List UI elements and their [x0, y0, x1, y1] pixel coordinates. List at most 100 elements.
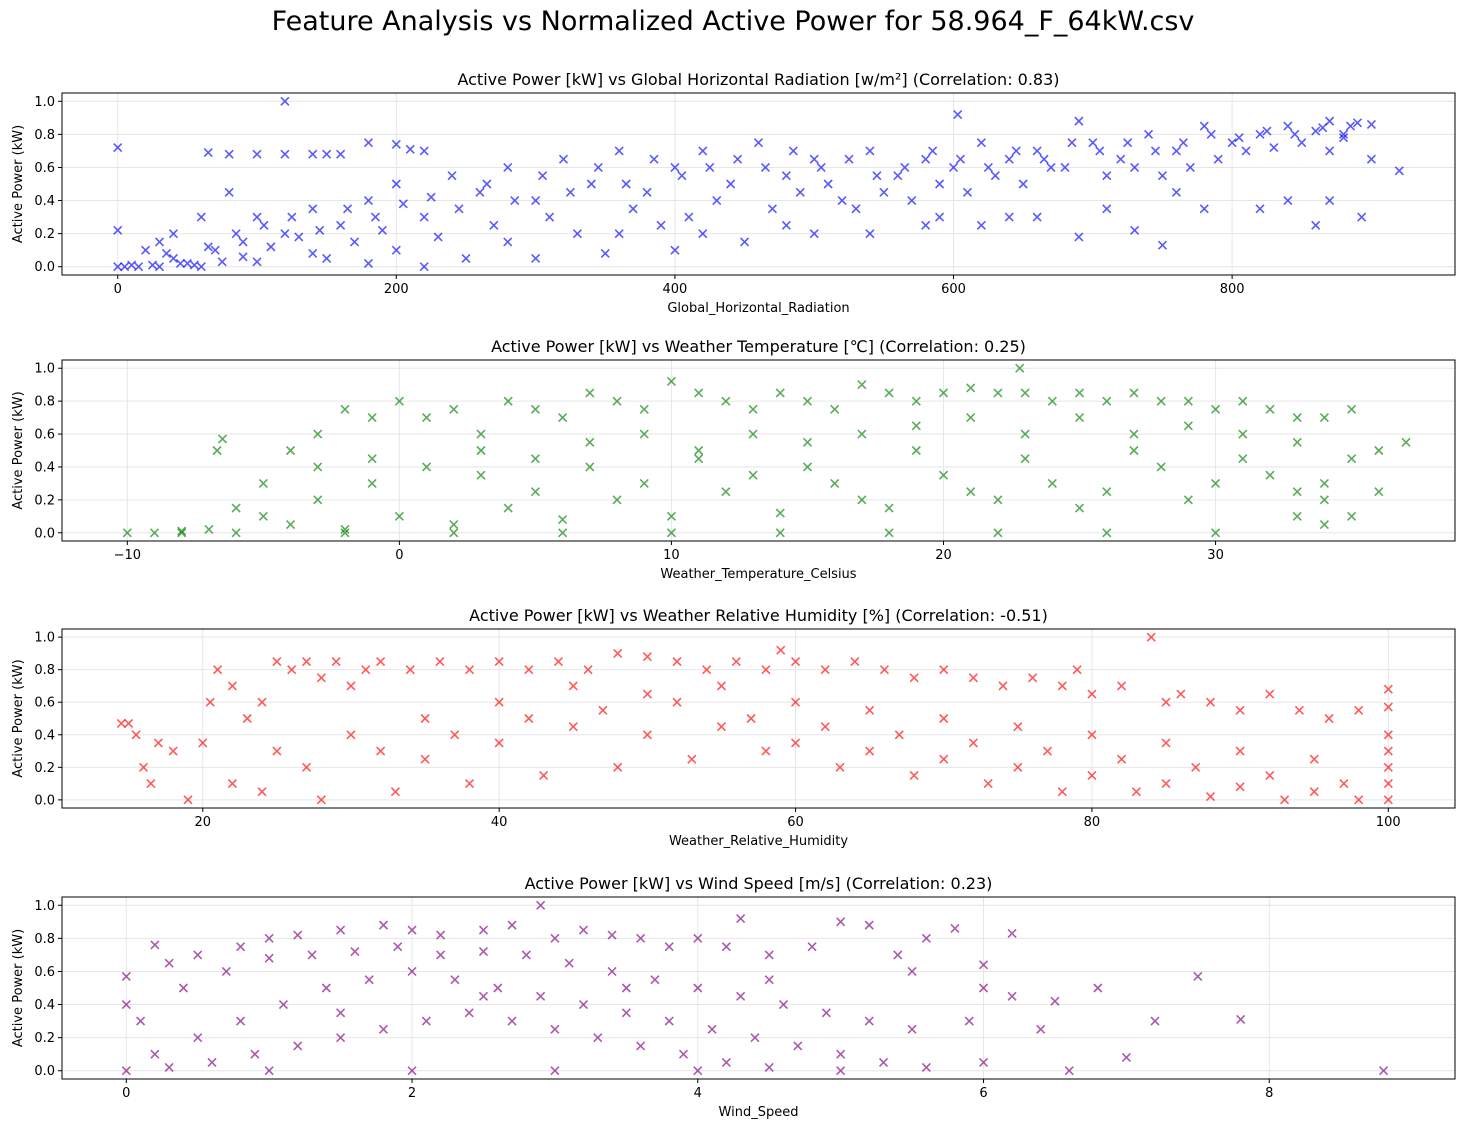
scatter-point: [962, 187, 973, 197]
scatter-point: [224, 149, 234, 159]
scatter-point: [716, 681, 727, 691]
scatter-point: [1206, 129, 1216, 139]
scatter-point: [363, 195, 374, 206]
scatter-point: [313, 462, 323, 472]
scatter-point: [1309, 787, 1319, 797]
scatter-point: [879, 187, 889, 197]
scatter-point: [966, 413, 976, 423]
scatter-point: [636, 933, 646, 943]
scatter-point: [420, 754, 430, 764]
scatter-point: [316, 673, 326, 683]
scatter-point: [1020, 454, 1030, 464]
scatter-point: [1129, 388, 1139, 398]
x-tick-label: 20: [195, 815, 212, 830]
scatter-point: [394, 396, 404, 406]
scatter-point: [1007, 928, 1017, 938]
scatter-point: [1255, 204, 1265, 214]
scatter-point: [1032, 146, 1042, 156]
scatter-point: [837, 195, 847, 206]
scatter-point: [1191, 762, 1201, 772]
scatter-point: [835, 762, 845, 772]
x-axis-label: Weather_Relative_Humidity: [669, 834, 848, 849]
scatter-point: [252, 149, 262, 159]
scatter-point: [1116, 154, 1126, 164]
x-tick-label: 0: [395, 548, 403, 563]
scatter-point: [1357, 212, 1367, 222]
scatter-point: [909, 770, 919, 781]
scatter-point: [1074, 116, 1084, 126]
scatter-point: [939, 754, 949, 764]
scatter-point: [301, 762, 312, 772]
scatter-point: [342, 204, 353, 214]
scatter-point: [1161, 697, 1171, 707]
y-tick-label: 0.6: [34, 696, 55, 711]
scatter-point: [781, 220, 791, 230]
scatter-point: [207, 1057, 217, 1068]
scatter-point: [693, 933, 703, 943]
scatter-point: [503, 237, 513, 247]
scatter-point: [494, 738, 504, 748]
scatter-point: [613, 762, 623, 772]
scatter-point: [1205, 792, 1216, 802]
scatter-point: [258, 511, 268, 521]
scatter-point: [712, 195, 722, 206]
scatter-point: [242, 713, 252, 724]
scatter-point: [761, 665, 771, 675]
scatter-point: [493, 983, 503, 993]
scatter-point: [252, 257, 262, 267]
scatter-point: [593, 1033, 603, 1043]
scatter-point: [836, 1049, 846, 1059]
scatter-point: [390, 787, 400, 797]
x-tick-label: 10: [663, 548, 680, 563]
scatter-point: [213, 665, 223, 675]
subplot-3: 20 40 60 80 100 0.0 0.2 0.4 0.6 0.8 1.0 Active Powe…: [11, 606, 1456, 849]
scatter-point: [178, 983, 189, 993]
y-tick-label: 0.4: [34, 194, 55, 209]
scatter-point: [264, 933, 274, 943]
scatter-point: [340, 524, 350, 535]
y-tick-label: 0.6: [34, 161, 55, 176]
scatter-point: [893, 950, 903, 960]
scatter-point: [1117, 681, 1127, 691]
scatter-point: [531, 253, 541, 264]
scatter-point: [193, 950, 203, 960]
scatter-point: [585, 462, 595, 472]
scatter-point: [308, 248, 318, 259]
scatter-point: [280, 96, 290, 106]
scatter-point: [1039, 154, 1049, 164]
scatter-point: [677, 171, 687, 181]
scatter-point: [378, 1024, 389, 1034]
scatter-point: [150, 1049, 160, 1059]
scatter-point: [830, 404, 840, 414]
scatter-point: [544, 212, 555, 222]
scatter-point: [1004, 154, 1014, 164]
scatter-point: [900, 162, 910, 173]
scatter-series: [122, 363, 1411, 538]
y-tick-label: 0.2: [34, 493, 55, 508]
scatter-point: [1238, 396, 1248, 406]
scatter-point: [336, 149, 346, 159]
scatter-point: [1117, 754, 1127, 764]
scatter-point: [612, 396, 622, 406]
scatter-point: [672, 656, 682, 667]
scatter-point: [113, 143, 123, 153]
scatter-point: [1311, 220, 1321, 230]
scatter-point: [983, 779, 993, 789]
scatter-point: [816, 162, 826, 173]
scatter-point: [227, 681, 237, 691]
scatter-point: [687, 754, 697, 764]
x-tick-label: 30: [1207, 548, 1224, 563]
scatter-point: [507, 1016, 517, 1026]
scatter-point: [993, 388, 1003, 398]
scatter-point: [198, 738, 208, 748]
scatter-point: [1292, 487, 1302, 497]
scatter-point: [252, 212, 262, 222]
scatter-point: [1309, 754, 1319, 764]
scatter-point: [313, 495, 323, 505]
scatter-point: [820, 722, 830, 732]
scatter-point: [1394, 166, 1404, 176]
scatter-point: [911, 396, 921, 406]
scatter-point: [370, 212, 380, 222]
scatter-point: [336, 1033, 346, 1043]
scatter-point: [449, 404, 459, 414]
